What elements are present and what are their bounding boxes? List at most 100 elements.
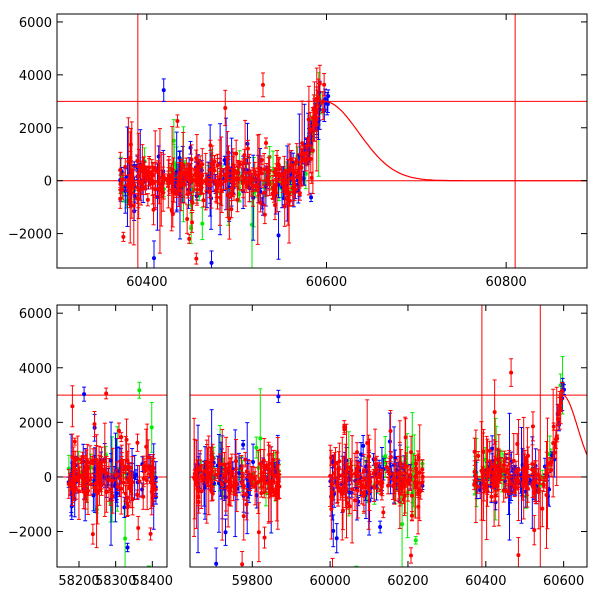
data-point (209, 483, 214, 488)
data-point (117, 476, 122, 481)
data-point (223, 530, 228, 535)
data-point (240, 562, 245, 567)
data-point (409, 553, 414, 558)
data-point (241, 514, 246, 519)
data-point (157, 188, 162, 193)
x-tick-label: 60800 (485, 275, 526, 290)
data-point (244, 170, 249, 175)
plot-area-segment (57, 381, 167, 567)
data-point (194, 166, 199, 171)
data-point (82, 392, 87, 397)
data-point (214, 561, 219, 566)
data-point (104, 490, 109, 495)
data-point (104, 391, 109, 396)
data-point (207, 190, 212, 195)
data-point (336, 485, 341, 490)
data-point (292, 169, 297, 174)
data-point (198, 184, 203, 189)
data-point (118, 167, 123, 172)
data-point (118, 188, 123, 193)
data-point (189, 199, 194, 204)
data-point (136, 174, 141, 179)
data-point (317, 90, 322, 95)
data-point (261, 82, 266, 87)
x-tick-label: 58400 (132, 574, 173, 589)
data-point (230, 162, 235, 167)
data-point (263, 140, 268, 145)
data-point (294, 158, 299, 163)
y-tick-label: 4000 (19, 69, 52, 84)
data-point (270, 185, 275, 190)
data-point (387, 439, 392, 444)
data-point (242, 153, 247, 158)
data-point (121, 480, 126, 485)
data-point (176, 188, 181, 193)
data-point (381, 510, 386, 515)
data-point (224, 166, 229, 171)
data-point (314, 96, 319, 101)
data-point (151, 256, 156, 261)
data-point (293, 187, 298, 192)
data-point (98, 466, 103, 471)
data-point (262, 535, 267, 540)
data-point (207, 182, 212, 187)
data-point (274, 172, 279, 177)
data-point (340, 508, 345, 513)
data-point (222, 173, 227, 178)
data-point (223, 105, 228, 110)
data-point (132, 182, 137, 187)
data-point (210, 456, 215, 461)
data-point (123, 164, 128, 169)
series-points (192, 358, 565, 567)
data-point (106, 477, 111, 482)
data-point (200, 162, 205, 167)
data-point (92, 485, 97, 490)
data-point (363, 485, 368, 490)
data-point (74, 475, 79, 480)
data-point (306, 117, 311, 122)
data-point (91, 461, 96, 466)
data-point (403, 435, 408, 440)
data-point (75, 456, 80, 461)
data-point (400, 522, 405, 527)
data-point (322, 82, 327, 87)
data-point (229, 470, 234, 475)
data-point (141, 494, 146, 499)
data-point (355, 488, 360, 493)
data-point (352, 471, 357, 476)
data-point (325, 101, 330, 106)
data-point (254, 445, 259, 450)
data-point (189, 226, 194, 231)
data-point (298, 152, 303, 157)
data-point (282, 204, 287, 209)
data-point (251, 459, 256, 464)
data-point (187, 236, 192, 241)
data-point (143, 186, 148, 191)
data-point (208, 460, 213, 465)
data-point (244, 502, 249, 507)
data-point (255, 184, 260, 189)
data-point (213, 472, 218, 477)
data-point (215, 163, 220, 168)
data-point (162, 176, 167, 181)
y-tick-label: 6000 (19, 16, 52, 31)
data-point (142, 167, 147, 172)
plot-area-segment (190, 305, 587, 567)
data-point (205, 465, 210, 470)
data-point (92, 422, 97, 427)
data-point (93, 481, 98, 486)
data-point (128, 185, 133, 190)
data-point (271, 478, 276, 483)
top-panel: 60400 60600 60800 −2000 0 2000 4000 6000 (8, 13, 588, 290)
data-point (222, 472, 227, 477)
data-point (204, 176, 209, 181)
data-point (378, 524, 383, 529)
data-point (256, 530, 261, 535)
data-point (359, 452, 364, 457)
data-point (88, 482, 93, 487)
data-point (113, 473, 118, 478)
data-point (135, 159, 140, 164)
data-point (203, 468, 208, 473)
data-point (272, 490, 277, 495)
data-point (161, 88, 166, 93)
